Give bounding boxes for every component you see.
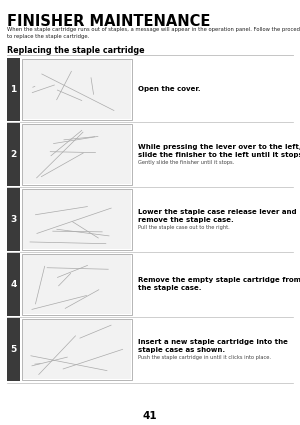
Bar — [23, 255, 131, 314]
Bar — [23, 125, 131, 184]
Text: Insert a new staple cartridge into the
staple case as shown.: Insert a new staple cartridge into the s… — [138, 339, 288, 353]
Text: FINISHER MAINTENANCE: FINISHER MAINTENANCE — [7, 14, 210, 29]
Text: Push the staple cartridge in until it clicks into place.: Push the staple cartridge in until it cl… — [138, 355, 271, 360]
Text: 3: 3 — [11, 215, 16, 224]
Text: Remove the empty staple cartridge from
the staple case.: Remove the empty staple cartridge from t… — [138, 277, 300, 291]
Bar — [23, 60, 131, 119]
Text: When the staple cartridge runs out of staples, a message will appear in the oper: When the staple cartridge runs out of st… — [7, 27, 300, 39]
Text: 41: 41 — [143, 411, 157, 421]
Text: 4: 4 — [10, 280, 17, 289]
Bar — [23, 190, 131, 249]
Text: Gently slide the finisher until it stops.: Gently slide the finisher until it stops… — [138, 160, 234, 165]
Bar — [23, 320, 131, 379]
Text: Replacing the staple cartridge: Replacing the staple cartridge — [7, 46, 145, 55]
Bar — [7, 253, 20, 316]
Bar — [22, 124, 132, 185]
Bar — [7, 58, 20, 121]
Text: Lower the staple case release lever and
remove the staple case.: Lower the staple case release lever and … — [138, 209, 297, 223]
Text: While pressing the lever over to the left,
slide the finisher to the left until : While pressing the lever over to the lef… — [138, 144, 300, 158]
Bar — [7, 188, 20, 251]
Bar — [7, 318, 20, 381]
Bar — [22, 254, 132, 315]
Text: 1: 1 — [11, 85, 16, 94]
Bar — [22, 189, 132, 250]
Text: Open the cover.: Open the cover. — [138, 86, 201, 92]
Text: 5: 5 — [11, 345, 16, 354]
Bar — [7, 123, 20, 186]
Bar — [22, 59, 132, 120]
Text: 2: 2 — [11, 150, 16, 159]
Bar — [22, 319, 132, 380]
Text: Pull the staple case out to the right.: Pull the staple case out to the right. — [138, 225, 230, 230]
